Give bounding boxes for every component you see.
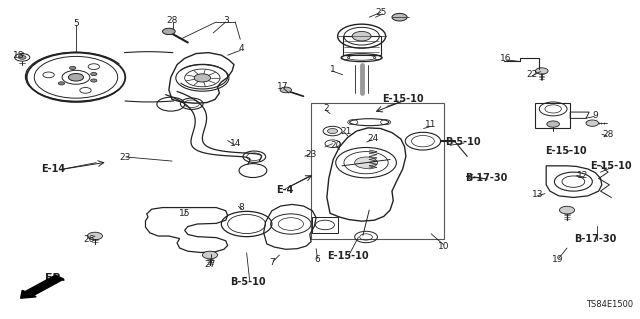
Text: 23: 23 (305, 150, 317, 159)
Text: 16: 16 (500, 54, 511, 63)
Text: B-5-10: B-5-10 (230, 277, 266, 287)
Text: 23: 23 (119, 153, 131, 162)
Text: 10: 10 (438, 242, 449, 251)
Text: 14: 14 (230, 139, 241, 148)
Text: B-17-30: B-17-30 (465, 174, 508, 183)
Text: 1: 1 (330, 65, 336, 74)
Circle shape (70, 66, 76, 70)
Circle shape (328, 129, 338, 134)
Bar (536, 103, 570, 128)
Text: TS84E1500: TS84E1500 (586, 300, 634, 309)
Text: 20: 20 (331, 141, 342, 150)
Text: 18: 18 (13, 51, 25, 60)
Text: B-5-10: B-5-10 (445, 137, 481, 147)
Circle shape (547, 121, 559, 127)
Circle shape (536, 68, 548, 74)
Text: 6: 6 (314, 255, 320, 263)
Text: 5: 5 (73, 19, 79, 28)
Text: 19: 19 (552, 255, 563, 263)
FancyArrow shape (20, 275, 64, 298)
Text: FR.: FR. (45, 273, 65, 283)
Text: 13: 13 (532, 190, 543, 199)
Circle shape (91, 72, 97, 76)
Circle shape (202, 251, 218, 259)
Text: E-15-10: E-15-10 (327, 251, 369, 261)
Text: 28: 28 (602, 130, 614, 139)
Text: 9: 9 (593, 111, 598, 120)
Text: 12: 12 (577, 171, 589, 181)
Circle shape (91, 79, 97, 82)
Text: 15: 15 (179, 209, 191, 218)
Circle shape (58, 82, 65, 85)
Text: 22: 22 (527, 70, 538, 79)
Text: 7: 7 (269, 258, 275, 267)
Text: 24: 24 (367, 134, 379, 144)
Text: 4: 4 (239, 44, 244, 53)
Circle shape (392, 13, 407, 21)
Bar (311, 103, 444, 239)
Circle shape (87, 232, 102, 240)
Text: 26: 26 (83, 235, 94, 244)
Bar (312, 217, 338, 233)
Text: E-15-10: E-15-10 (591, 161, 632, 171)
Circle shape (19, 56, 26, 59)
Bar (342, 36, 381, 55)
Text: B-17-30: B-17-30 (574, 234, 617, 244)
Text: 11: 11 (426, 120, 437, 129)
Text: E-14: E-14 (41, 164, 65, 174)
Circle shape (68, 73, 84, 81)
Text: 25: 25 (375, 8, 387, 17)
Circle shape (559, 206, 575, 214)
Text: E-4: E-4 (276, 184, 293, 195)
Text: 3: 3 (223, 16, 228, 25)
Text: E-15-10: E-15-10 (545, 146, 587, 156)
Circle shape (194, 74, 211, 82)
Text: 17: 17 (277, 82, 289, 91)
Text: 8: 8 (239, 203, 244, 212)
Circle shape (163, 28, 175, 34)
Text: 21: 21 (340, 127, 351, 136)
Circle shape (280, 87, 291, 93)
Text: 28: 28 (166, 16, 178, 25)
Text: 27: 27 (204, 260, 216, 269)
Text: 2: 2 (323, 104, 329, 113)
Circle shape (586, 120, 598, 126)
Circle shape (352, 32, 371, 41)
Text: E-15-10: E-15-10 (382, 94, 424, 104)
Circle shape (355, 157, 378, 168)
